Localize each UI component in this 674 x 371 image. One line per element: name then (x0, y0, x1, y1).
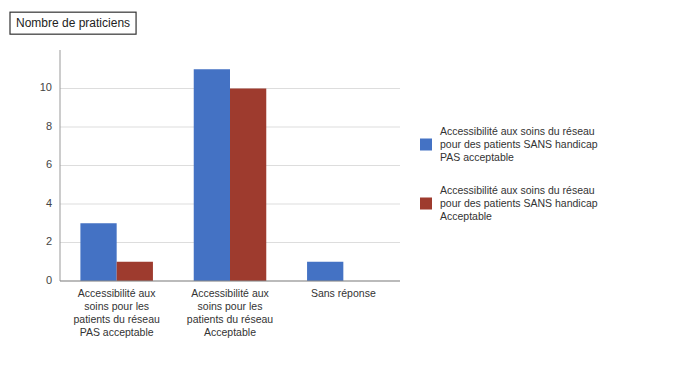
legend-label: Accessibilité aux soins du réseaupour de… (440, 125, 598, 163)
bars (80, 69, 343, 281)
y-tick-label: 10 (40, 81, 52, 93)
y-tick-label: 6 (46, 158, 52, 170)
ylabel-box: Nombre de praticiens (10, 12, 136, 34)
chart: Nombre de praticiens 0 2 4 6 8 10 Accessibilité… (0, 0, 674, 371)
bar (307, 262, 343, 281)
ylabel-frame (10, 12, 136, 34)
legend-swatch (420, 198, 432, 210)
y-axis-label: Nombre de praticiens (16, 16, 130, 30)
bar (80, 223, 116, 281)
x-axis-line (60, 281, 400, 282)
x-tick-label: Sans réponse (311, 287, 376, 299)
legend: Accessibilité aux soins du réseaupour de… (420, 125, 598, 222)
y-tick-label: 0 (46, 274, 52, 286)
bar (230, 89, 266, 282)
x-tick-label: Accessibilité auxsoins pour lespatients … (187, 287, 274, 338)
grid-line (60, 281, 400, 282)
y-tick-label: 2 (46, 235, 52, 247)
legend-label: Accessibilité aux soins du réseaupour de… (440, 184, 598, 222)
y-tick-label: 4 (46, 197, 52, 209)
y-tick-label: 8 (46, 120, 52, 132)
grid (60, 89, 400, 282)
x-tick-label: Accessibilité auxsoins pour lespatients … (73, 287, 160, 338)
bar (117, 262, 153, 281)
legend-swatch (420, 139, 432, 151)
bar (194, 69, 230, 281)
y-axis-line (60, 50, 61, 281)
